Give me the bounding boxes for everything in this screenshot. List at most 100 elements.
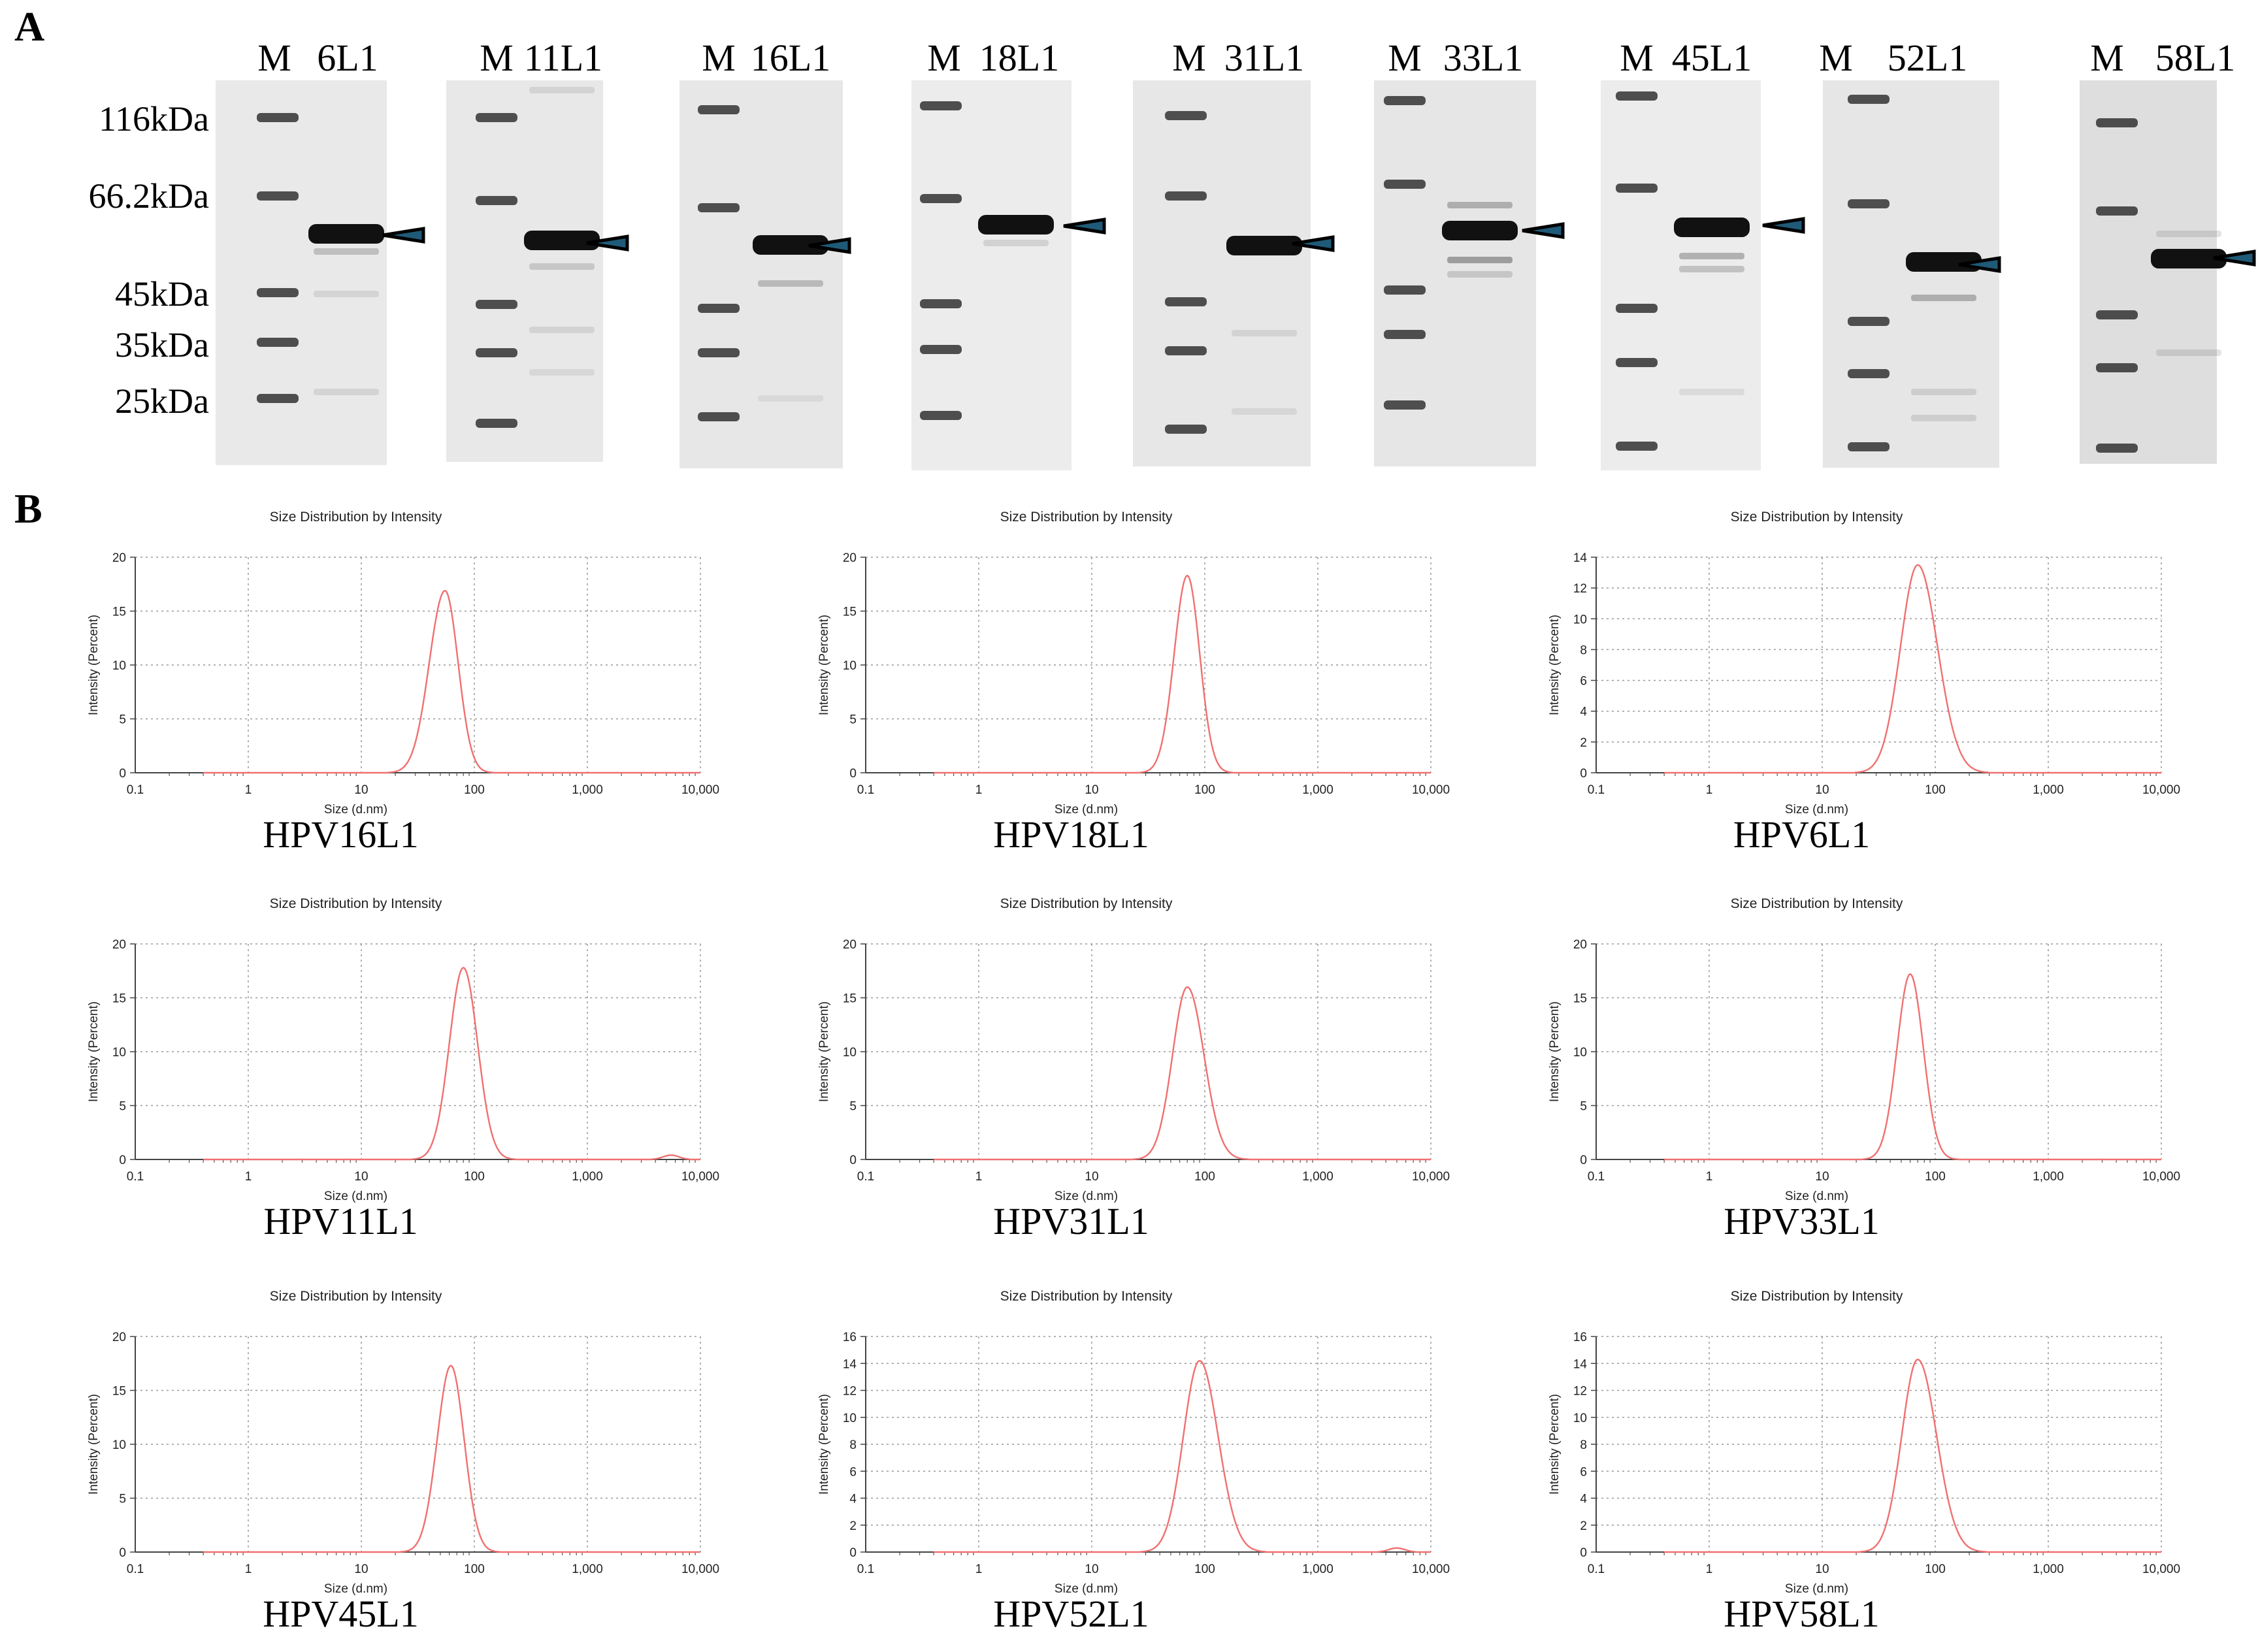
y-tick-label: 4: [1580, 705, 1587, 719]
x-tick-label: 10: [1815, 783, 1829, 797]
y-tick-label: 15: [112, 606, 126, 619]
y-tick-label: 6: [1580, 1465, 1587, 1479]
sample-name: HPV52L1: [993, 1593, 1149, 1635]
lane-label-sample: 18L1: [979, 37, 1059, 79]
size-distribution-line: [1664, 973, 2161, 1161]
chart-title: Size Distribution by Intensity: [1000, 1289, 1173, 1304]
size-distribution-line: [934, 574, 1431, 774]
x-tick-label: 1: [975, 1563, 983, 1576]
x-tick-label: 1,000: [1302, 1170, 1334, 1184]
x-tick-label: 1: [975, 1170, 983, 1184]
protein-band: [1674, 218, 1750, 237]
gel-background: [446, 80, 603, 462]
marker-band: [1616, 184, 1658, 193]
marker-band: [2096, 310, 2138, 319]
gel-background: [1133, 80, 1311, 466]
gel-background: [216, 80, 387, 465]
gel-background: [1823, 80, 1999, 468]
y-tick-label: 0: [1580, 767, 1587, 781]
size-distribution-line: [934, 1359, 1431, 1553]
lane-label-marker: M: [2090, 37, 2124, 79]
lane-label-sample: 33L1: [1443, 37, 1523, 79]
y-tick-label: 20: [112, 1331, 126, 1344]
faint-band: [1911, 295, 1976, 301]
y-tick-label: 15: [112, 1385, 126, 1399]
y-tick-label: 0: [119, 1154, 126, 1167]
marker-band: [2096, 118, 2138, 127]
y-tick-label: 15: [112, 992, 126, 1006]
chart-title: Size Distribution by Intensity: [270, 1289, 442, 1304]
marker-band: [2096, 363, 2138, 372]
arrowhead-icon: [2213, 250, 2256, 267]
size-distribution-line: [934, 986, 1431, 1161]
marker-band: [257, 113, 299, 122]
gel-18L1: M 18L1: [911, 37, 1106, 470]
y-tick-label: 10: [843, 659, 857, 673]
faint-band: [983, 240, 1049, 246]
faint-band: [314, 291, 379, 297]
x-tick-label: 10: [1815, 1170, 1829, 1184]
faint-band: [314, 389, 379, 395]
lane-label-sample: 6L1: [317, 37, 378, 79]
faint-band: [1447, 257, 1513, 263]
x-tick-label: 0.1: [857, 783, 874, 797]
size-distribution-line: [203, 590, 700, 774]
x-tick-label: 100: [1925, 1563, 1946, 1576]
x-tick-label: 1,000: [2033, 783, 2064, 797]
chart-title: Size Distribution by Intensity: [270, 510, 442, 525]
y-tick-label: 10: [1573, 613, 1587, 626]
y-tick-label: 14: [1573, 1357, 1588, 1371]
faint-band: [529, 369, 595, 376]
gel-11L1: M 11L1: [446, 37, 629, 462]
x-tick-label: 10: [1085, 1563, 1098, 1576]
marker-band: [1165, 191, 1207, 201]
mw-label-45: 45kDa: [115, 274, 209, 314]
x-axis-label: Size (d.nm): [1785, 1190, 1848, 1203]
faint-band: [529, 263, 595, 270]
protein-band: [1226, 236, 1302, 255]
y-tick-label: 10: [843, 1412, 857, 1425]
faint-band: [1911, 415, 1976, 421]
x-tick-label: 1: [975, 783, 983, 797]
x-tick-label: 0.1: [127, 1170, 144, 1184]
sample-name: HPV6L1: [1733, 813, 1870, 856]
marker-band: [1165, 111, 1207, 120]
size-distribution-line: [203, 1365, 700, 1553]
size-distribution-line: [1664, 564, 2161, 774]
chart-title: Size Distribution by Intensity: [1000, 510, 1173, 525]
x-tick-label: 0.1: [1588, 783, 1605, 797]
y-tick-label: 14: [843, 1357, 857, 1371]
chart-title: Size Distribution by Intensity: [1731, 510, 1903, 525]
marker-band: [920, 101, 962, 110]
lane-label-sample: 16L1: [751, 37, 830, 79]
mw-label-66: 66.2kDa: [89, 176, 209, 216]
x-tick-label: 0.1: [1588, 1170, 1605, 1184]
sample-name: HPV18L1: [993, 813, 1149, 856]
y-tick-label: 14: [1573, 551, 1588, 565]
protein-band: [978, 215, 1054, 235]
arrowhead-icon: [1063, 218, 1106, 235]
faint-band: [314, 248, 379, 255]
marker-band: [1848, 442, 1890, 451]
faint-band: [1679, 253, 1744, 259]
marker-band: [257, 288, 299, 297]
x-axis-label: Size (d.nm): [1055, 1190, 1118, 1203]
chart-title: Size Distribution by Intensity: [1731, 896, 1903, 911]
y-tick-label: 10: [112, 659, 126, 673]
x-tick-label: 100: [464, 1170, 485, 1184]
x-tick-label: 1,000: [2033, 1563, 2064, 1576]
chart-title: Size Distribution by Intensity: [1731, 1289, 1903, 1304]
arrowhead-icon: [586, 235, 629, 251]
marker-band: [1165, 297, 1207, 306]
lane-label-marker: M: [480, 37, 514, 79]
marker-band: [1384, 285, 1426, 295]
x-tick-label: 10: [1815, 1563, 1829, 1576]
y-tick-label: 0: [849, 1546, 857, 1560]
x-tick-label: 1,000: [2033, 1170, 2064, 1184]
sample-name: HPV33L1: [1724, 1200, 1879, 1242]
y-axis-label: Intensity (Percent): [817, 1001, 831, 1102]
